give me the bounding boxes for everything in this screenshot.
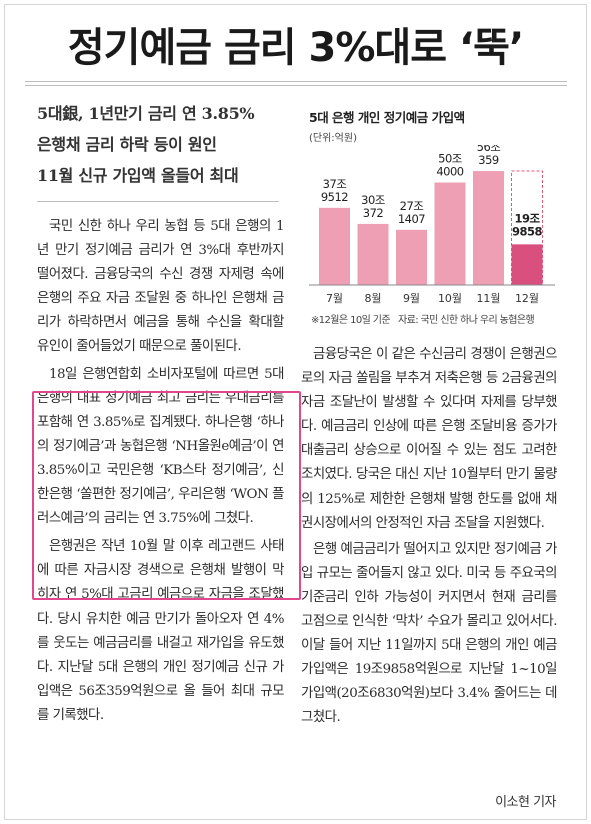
- paragraph: 은행 예금금리가 떨어지고 있지만 정기예금 가입 규모는 줄어들지 않고 있다…: [301, 541, 558, 726]
- headline: 정기예금 금리 3%대로 ‘뚝’: [67, 25, 524, 71]
- right-column: 금융당국은 이 같은 수신금리 경쟁이 은행권으로의 자금 쏠림을 부추겨 저축…: [301, 343, 558, 731]
- x-tick-label: 8월: [364, 292, 381, 305]
- chart-footnote: ※12월은 10일 기준: [311, 315, 391, 326]
- chart-title: 5대 은행 개인 정기예금 가입액: [309, 110, 465, 125]
- bar: [319, 207, 350, 285]
- byline: 이소현 기자: [495, 795, 556, 810]
- subhead: 11월 신규 가입액 올들어 최대: [37, 166, 239, 185]
- chart-note: ※12월은 10일 기준 자료: 국민 신한 하나 우리 농협은행: [311, 311, 542, 326]
- bar: [396, 229, 427, 285]
- divider: [25, 85, 567, 86]
- subhead: 은행채 금리 하락 등이 원인: [37, 135, 217, 154]
- bar: [357, 223, 389, 285]
- left-column: 국민 신한 하나 우리 농협 등 5대 은행의 1년 만기 정기예금 금리가 연…: [37, 215, 285, 728]
- data-label: 9858: [512, 224, 543, 238]
- chart-unit: (단위:억원): [309, 133, 357, 144]
- paragraph: 18일 은행연합회 소비자포털에 따르면 5대 은행의 대표 정기예금 최고 금…: [37, 366, 285, 527]
- data-label: 27조: [400, 199, 424, 213]
- data-label: 37조: [323, 177, 347, 191]
- article-page: 정기예금 금리 3%대로 ‘뚝’ 5대銀, 1년만기 금리 연 3.85% 은행…: [4, 4, 587, 820]
- data-label: 19조: [514, 211, 540, 225]
- subhead: 5대銀, 1년만기 금리 연 3.85%: [37, 104, 255, 123]
- x-tick-label: 9월: [403, 292, 420, 305]
- x-tick-label: 7월: [326, 292, 343, 305]
- bar: [511, 244, 543, 285]
- bar: [473, 171, 504, 285]
- data-label: 50조: [438, 152, 462, 166]
- data-label: 9512: [321, 190, 348, 204]
- data-label: 372: [363, 206, 384, 220]
- subheads: 5대銀, 1년만기 금리 연 3.85% 은행채 금리 하락 등이 원인 11월…: [37, 98, 287, 191]
- data-label: 56조: [477, 145, 501, 154]
- x-tick-label: 10월: [438, 292, 462, 305]
- divider: [37, 201, 279, 202]
- highlight-box: [32, 391, 301, 600]
- data-label: 4000: [436, 165, 463, 179]
- bar: [434, 182, 466, 285]
- x-tick-label: 11월: [476, 292, 500, 305]
- data-label: 1407: [398, 212, 425, 226]
- paragraph: 금융당국은 이 같은 수신금리 경쟁이 은행권으로의 자금 쏠림을 부추겨 저축…: [301, 347, 558, 531]
- data-label: 359: [478, 153, 499, 167]
- data-label: 30조: [361, 193, 385, 207]
- divider: [25, 81, 567, 82]
- paragraph: 국민 신한 하나 우리 농협 등 5대 은행의 1년 만기 정기예금 금리가 연…: [37, 219, 285, 355]
- chart-source: 자료: 국민 신한 하나 우리 농협은행: [398, 315, 535, 326]
- x-tick-label: 12월: [515, 292, 539, 305]
